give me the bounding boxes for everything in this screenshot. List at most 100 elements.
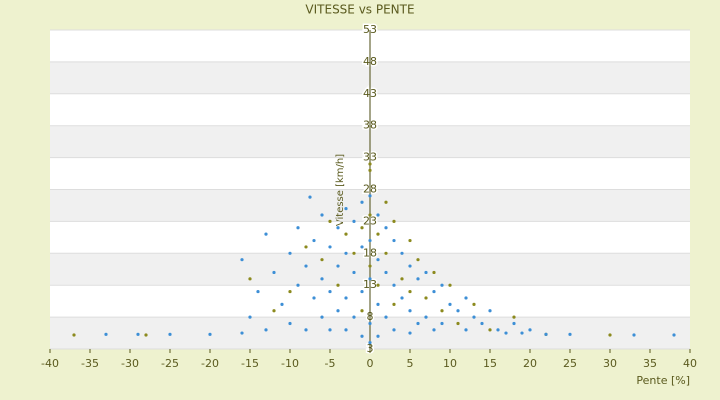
- point: [376, 334, 380, 338]
- point: [440, 283, 444, 287]
- point: [328, 328, 332, 332]
- point: [288, 251, 292, 255]
- chart-title: VITESSE vs PENTE: [305, 3, 414, 17]
- point: [376, 232, 380, 236]
- point: [376, 258, 380, 262]
- point: [384, 200, 388, 204]
- point: [264, 232, 268, 236]
- point: [384, 315, 388, 319]
- point: [432, 328, 436, 332]
- point: [344, 296, 348, 300]
- point: [240, 258, 244, 262]
- point: [392, 219, 396, 223]
- point: [168, 332, 172, 336]
- x-tick-label: 35: [643, 357, 657, 370]
- point: [368, 277, 372, 281]
- point: [248, 315, 252, 319]
- x-tick-label: -5: [325, 357, 336, 370]
- point: [368, 162, 372, 166]
- point: [328, 219, 332, 223]
- point: [440, 309, 444, 313]
- point: [336, 226, 340, 230]
- point: [264, 328, 268, 332]
- x-tick-label: 20: [523, 357, 537, 370]
- point: [464, 328, 468, 332]
- point: [528, 328, 532, 332]
- point: [384, 251, 388, 255]
- point: [376, 283, 380, 287]
- x-tick-label: 15: [483, 357, 497, 370]
- point: [320, 213, 324, 217]
- x-tick-label: 25: [563, 357, 577, 370]
- point: [336, 264, 340, 268]
- point: [136, 332, 140, 336]
- point: [368, 194, 372, 198]
- point: [256, 289, 260, 294]
- x-tick-label: -30: [121, 357, 139, 370]
- x-tick-label: -10: [281, 357, 299, 370]
- point: [520, 331, 524, 335]
- point: [304, 328, 308, 332]
- point: [104, 332, 108, 336]
- point: [272, 309, 276, 313]
- point: [408, 309, 412, 313]
- point: [368, 341, 372, 345]
- point: [488, 328, 492, 332]
- point: [296, 283, 300, 287]
- point: [448, 283, 452, 287]
- point: [376, 213, 380, 217]
- point: [392, 302, 396, 306]
- point: [472, 302, 476, 306]
- point: [568, 332, 572, 336]
- point: [320, 258, 324, 262]
- point: [344, 328, 348, 332]
- point: [288, 289, 292, 294]
- point: [312, 296, 316, 300]
- point: [308, 195, 312, 199]
- point: [512, 315, 516, 319]
- x-tick-label: -25: [161, 357, 179, 370]
- point: [320, 315, 324, 319]
- point: [632, 333, 636, 337]
- point: [272, 270, 276, 275]
- point: [440, 321, 444, 326]
- x-tick-label: 30: [603, 357, 617, 370]
- point: [72, 333, 76, 337]
- point: [368, 321, 372, 326]
- point: [392, 328, 396, 332]
- point: [368, 168, 372, 172]
- point: [368, 238, 372, 243]
- point: [344, 232, 348, 236]
- point: [400, 251, 404, 255]
- point: [408, 238, 412, 243]
- x-tick-label: -20: [201, 357, 219, 370]
- point: [416, 258, 420, 262]
- x-tick-label: -40: [41, 357, 59, 370]
- point: [384, 226, 388, 230]
- point: [384, 270, 388, 275]
- point: [448, 302, 452, 306]
- point: [304, 264, 308, 268]
- point: [296, 226, 300, 230]
- point: [408, 289, 412, 294]
- point: [488, 309, 492, 313]
- point: [352, 251, 356, 255]
- point: [360, 289, 364, 294]
- point: [360, 309, 364, 313]
- point: [416, 321, 420, 326]
- point: [352, 315, 356, 319]
- point: [464, 296, 468, 300]
- point: [400, 277, 404, 281]
- point: [312, 238, 316, 243]
- point: [456, 309, 460, 313]
- point: [352, 270, 356, 275]
- point: [304, 245, 308, 249]
- point: [376, 302, 380, 306]
- point: [432, 289, 436, 294]
- x-tick-label: 0: [367, 357, 374, 370]
- point: [496, 328, 500, 332]
- x-tick-label: 40: [683, 357, 697, 370]
- point: [328, 245, 332, 249]
- point: [336, 283, 340, 287]
